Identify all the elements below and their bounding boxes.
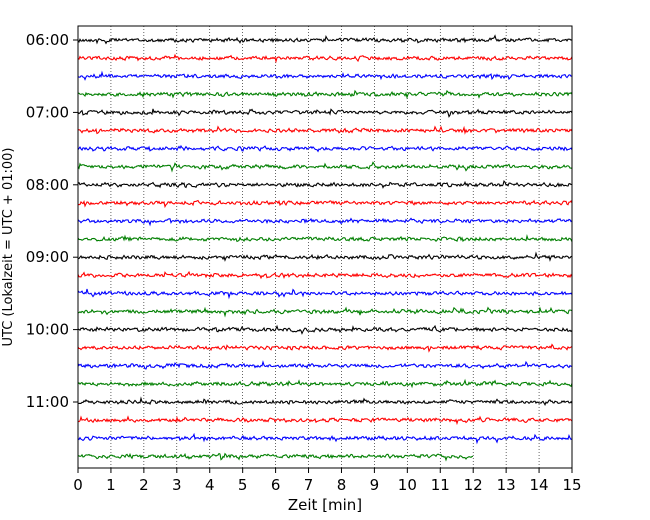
- x-tick-label: 5: [238, 476, 248, 494]
- trace-line: [77, 53, 573, 64]
- x-tick-label: 2: [139, 476, 149, 494]
- trace-line: [77, 234, 573, 243]
- y-tick-label: 11:00: [26, 393, 69, 411]
- x-axis-ticks: 0 1 2 3 4 5 6 7 8 9 10 11 12 13 14 15: [73, 468, 582, 494]
- trace-line: [77, 306, 573, 318]
- seismic-traces: [77, 34, 573, 462]
- y-tick-label: 09:00: [26, 248, 69, 266]
- y-tick-label: 10:00: [26, 321, 69, 339]
- trace-line: [77, 89, 573, 100]
- trace-line: [77, 125, 573, 135]
- trace-line: [77, 270, 573, 280]
- y-tick-label: 06:00: [26, 31, 69, 49]
- trace-line: [77, 161, 573, 173]
- x-tick-label: 11: [431, 476, 450, 494]
- y-axis-ticks: 06:00 07:00 08:00 09:00 10:00 11:00: [26, 31, 78, 411]
- trace-line: [77, 217, 573, 227]
- x-tick-label: 3: [172, 476, 182, 494]
- y-tick-label: 08:00: [26, 176, 69, 194]
- trace-line: [77, 432, 573, 445]
- x-tick-label: 1: [106, 476, 116, 494]
- x-tick-label: 13: [497, 476, 516, 494]
- trace-line: [77, 199, 573, 209]
- trace-line: [77, 378, 573, 389]
- plot-frame: [77, 25, 573, 469]
- x-tick-label: 15: [562, 476, 581, 494]
- x-tick-label: 14: [530, 476, 549, 494]
- x-tick-label: 0: [73, 476, 83, 494]
- trace-line: [77, 396, 573, 406]
- trace-line: [77, 251, 573, 262]
- trace-line: [77, 34, 573, 45]
- y-tick-label: 07:00: [26, 103, 69, 121]
- x-tick-label: 9: [370, 476, 380, 494]
- trace-line: [77, 144, 573, 153]
- x-tick-label: 4: [205, 476, 215, 494]
- trace-line: [77, 70, 573, 81]
- trace-line: [77, 108, 573, 118]
- trace-line: [77, 452, 474, 462]
- trace-line: [77, 360, 573, 370]
- trace-line: [77, 343, 573, 353]
- x-tick-label: 6: [271, 476, 281, 494]
- x-tick-label: 10: [398, 476, 417, 494]
- trace-line: [77, 415, 573, 426]
- trace-line: [77, 324, 573, 335]
- trace-line: [77, 288, 573, 300]
- x-tick-label: 7: [304, 476, 314, 494]
- trace-line: [77, 179, 573, 189]
- x-tick-label: 12: [464, 476, 483, 494]
- x-axis-label: Zeit [min]: [288, 496, 362, 514]
- x-tick-label: 8: [337, 476, 347, 494]
- y-axis-label: UTC (Lokalzeit = UTC + 01:00): [1, 148, 16, 347]
